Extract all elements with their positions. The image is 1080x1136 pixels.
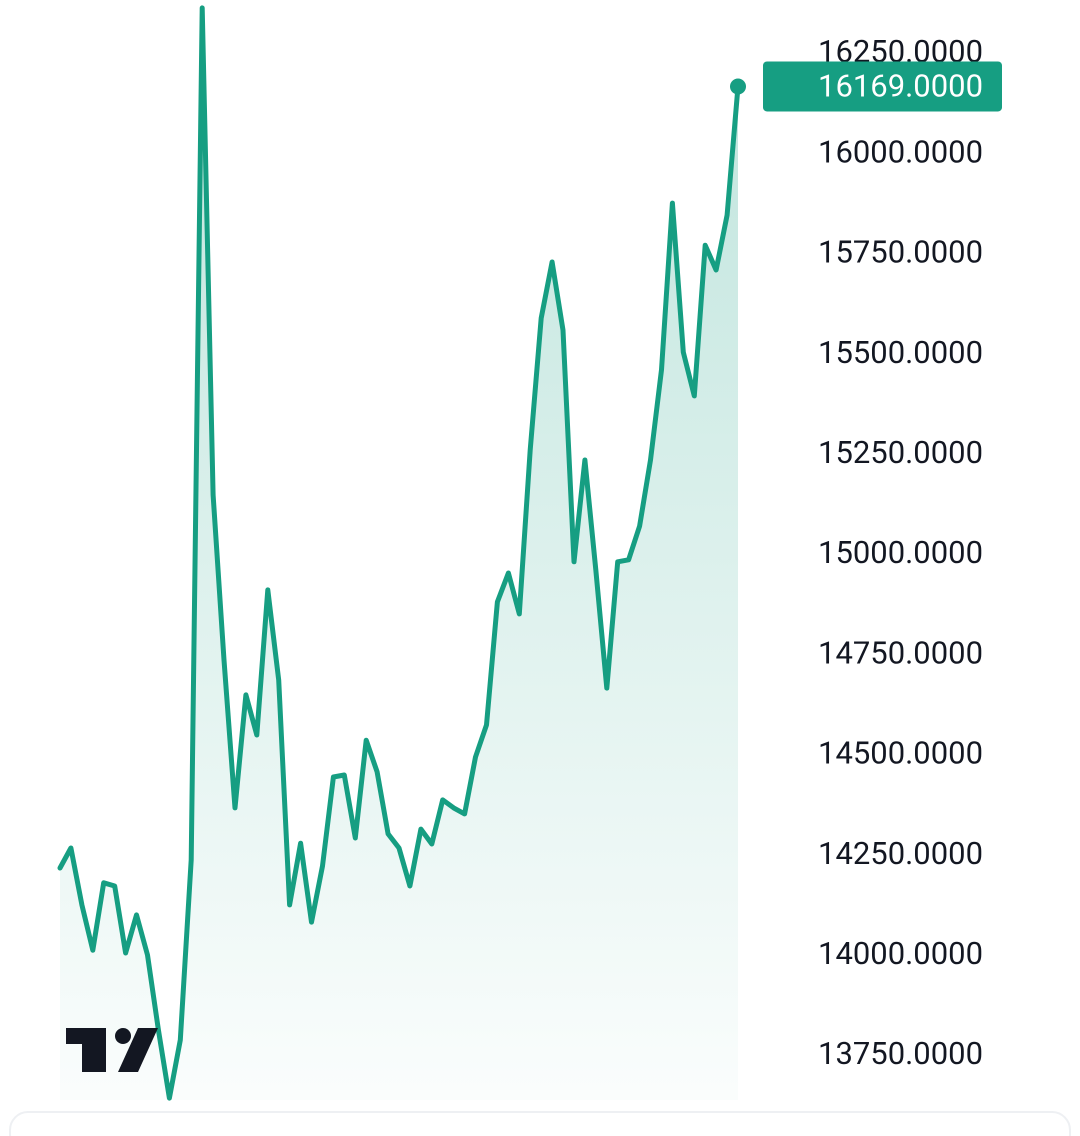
y-tick-label: 14500.0000 xyxy=(818,735,983,772)
y-tick-label: 15000.0000 xyxy=(818,534,983,571)
area-fill xyxy=(60,7,738,1100)
y-tick-label: 13750.0000 xyxy=(818,1035,983,1072)
last-point xyxy=(730,78,746,95)
y-tick-label: 14000.0000 xyxy=(818,935,983,972)
y-tick-label: 14750.0000 xyxy=(818,634,983,671)
y-tick-label: 15250.0000 xyxy=(818,434,983,471)
last-value-badge xyxy=(763,61,1002,112)
y-tick-label: 16000.0000 xyxy=(818,133,983,170)
price-line xyxy=(57,5,741,1101)
tradingview-logo xyxy=(66,1028,158,1072)
y-tick-label: 14250.0000 xyxy=(818,835,983,872)
y-tick-label: 15500.0000 xyxy=(818,334,983,371)
last-value-label: 16169.0000 xyxy=(818,68,983,105)
bottom-card xyxy=(9,1111,1071,1136)
y-tick-label: 15750.0000 xyxy=(818,234,983,271)
